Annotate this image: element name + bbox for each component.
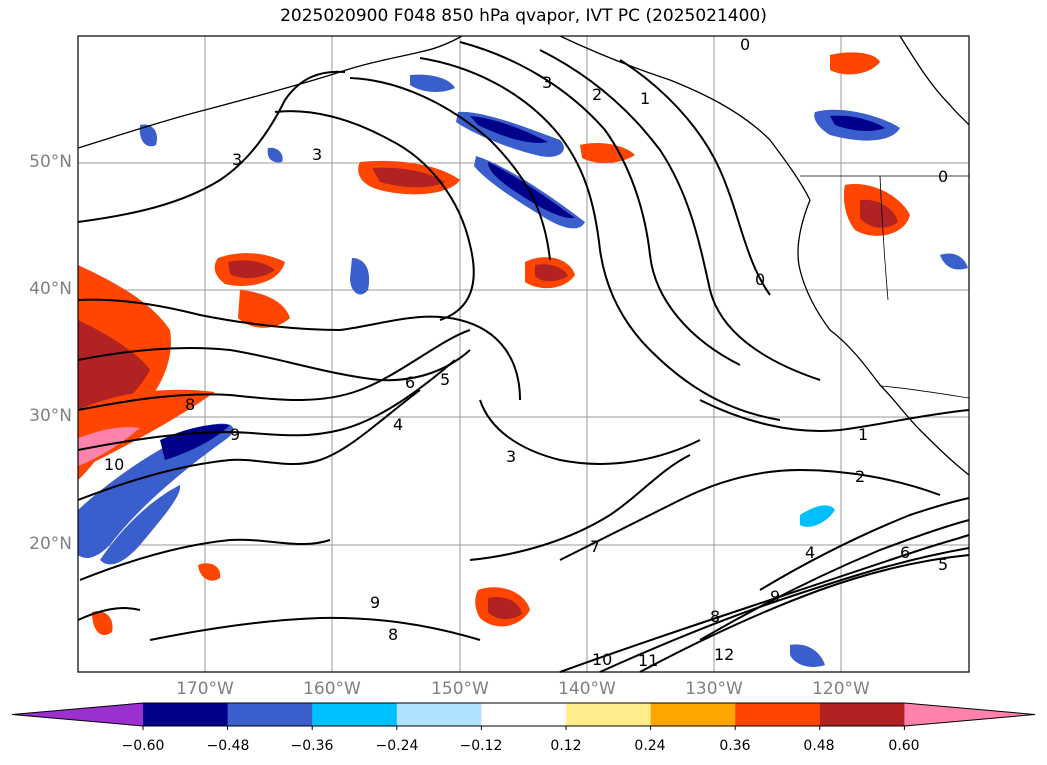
colorbar-tick-label: 0.60 (888, 738, 920, 754)
colorbar-tick-label: −0.24 (375, 738, 419, 754)
colorbar (11, 702, 1036, 730)
contour-label: 11 (638, 651, 658, 670)
latitude-label: 30°N (29, 406, 72, 426)
colorbar-tick-label: 0.12 (550, 738, 582, 754)
colorbar-segment (396, 703, 482, 726)
contour-label: 0 (755, 270, 765, 289)
colorbar-segment (819, 703, 905, 726)
longitude-label: 170°W (176, 679, 234, 699)
contour-label: 9 (370, 593, 380, 612)
contour-label: 1 (640, 89, 650, 108)
longitude-label: 120°W (812, 679, 870, 699)
longitude-label: 130°W (685, 679, 743, 699)
positive-anomaly-shading (78, 52, 910, 636)
contour-label: 8 (185, 395, 195, 414)
colorbar-extend-max (904, 703, 1035, 726)
colorbar-segment (227, 703, 313, 726)
contour-label: 4 (805, 543, 815, 562)
contour-label: 3 (542, 73, 552, 92)
contour-label: 5 (440, 370, 450, 389)
colorbar-segment (735, 703, 821, 726)
contour-label: 4 (393, 415, 403, 434)
colorbar-segment (566, 703, 652, 726)
colorbar-tick-label: 0.48 (803, 738, 835, 754)
colorbar-tick-label: 0.24 (634, 738, 666, 754)
contour-label: 2 (592, 85, 602, 104)
contour-label: 8 (710, 607, 720, 626)
figure-title: 2025020900 F048 850 hPa qvapor, IVT PC (… (280, 6, 767, 26)
political-borders (800, 175, 970, 399)
colorbar-tick-label: 0.36 (719, 738, 751, 754)
contour-label: 0 (740, 35, 750, 54)
contour-label: 12 (714, 645, 734, 664)
contour-label: 8 (388, 625, 398, 644)
contour-label: 10 (104, 455, 124, 474)
map-border (77, 35, 970, 673)
contour-label: 9 (230, 425, 240, 444)
coastlines (77, 35, 970, 476)
colorbar-extend-min (12, 703, 143, 726)
colorbar-tick-label: −0.60 (121, 738, 165, 754)
longitude-label: 140°W (558, 679, 616, 699)
contour-labels: 0 1 2 3 3 3 0 0 1 2 3 4 5 6 7 8 9 9 10 1… (104, 35, 948, 670)
contour-label: 10 (592, 650, 612, 669)
contour-label: 3 (232, 150, 242, 169)
colorbar-segment (650, 703, 736, 726)
longitude-label: 150°W (431, 679, 489, 699)
latitude-label: 50°N (29, 152, 72, 172)
colorbar-tick-label: −0.36 (290, 738, 334, 754)
contour-label: 6 (405, 373, 415, 392)
contour-label: 5 (938, 555, 948, 574)
colorbar-tick-label: −0.12 (459, 738, 503, 754)
colorbar-segment (312, 703, 398, 726)
contour-label: 6 (900, 543, 910, 562)
latitude-label: 40°N (29, 279, 72, 299)
colorbar-segment (143, 703, 229, 726)
contour-label: 3 (506, 447, 516, 466)
contour-label: 3 (312, 145, 322, 164)
colorbar-segment (481, 703, 567, 726)
graticule (78, 36, 969, 672)
longitude-label: 160°W (303, 679, 361, 699)
colorbar-tick-label: −0.48 (206, 738, 250, 754)
contour-label: 0 (938, 167, 948, 186)
contour-label: 9 (770, 587, 780, 606)
contour-label: 1 (858, 425, 868, 444)
contour-label: 7 (590, 537, 600, 556)
latitude-label: 20°N (29, 534, 72, 554)
ivt-contours (77, 41, 970, 673)
contour-label: 2 (855, 467, 865, 486)
